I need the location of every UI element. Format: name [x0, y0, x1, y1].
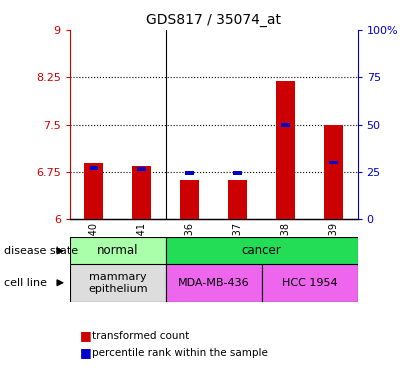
Text: cell line: cell line [4, 278, 47, 288]
Bar [70, 264, 166, 302]
Bar [180, 180, 199, 219]
Bar [137, 167, 146, 171]
Text: cancer: cancer [242, 244, 282, 257]
Bar [233, 171, 242, 175]
Bar [84, 163, 104, 219]
Text: disease state: disease state [4, 246, 78, 256]
Text: percentile rank within the sample: percentile rank within the sample [92, 348, 268, 357]
Text: MDA-MB-436: MDA-MB-436 [178, 278, 249, 288]
Bar [132, 166, 151, 219]
Text: HCC 1954: HCC 1954 [282, 278, 337, 288]
Text: mammary
epithelium: mammary epithelium [88, 272, 148, 294]
Bar [324, 124, 343, 219]
Bar [166, 237, 358, 264]
Bar [262, 264, 358, 302]
Text: transformed count: transformed count [92, 331, 190, 340]
Bar [228, 180, 247, 219]
Bar [329, 160, 338, 165]
Bar [90, 166, 98, 170]
Bar [166, 264, 262, 302]
Text: normal: normal [97, 244, 139, 257]
Text: ■: ■ [80, 346, 92, 359]
Bar [276, 81, 295, 219]
Bar [70, 237, 166, 264]
Bar [281, 123, 290, 127]
Text: ■: ■ [80, 329, 92, 342]
Text: GDS817 / 35074_at: GDS817 / 35074_at [146, 13, 281, 27]
Bar [185, 171, 194, 175]
